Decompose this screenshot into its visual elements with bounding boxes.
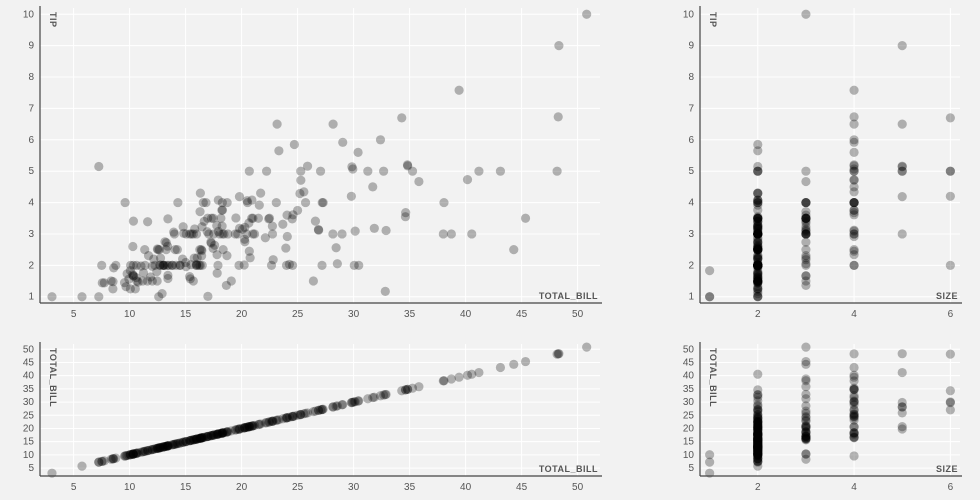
y-axis-title: TOTAL_BILL (708, 348, 718, 407)
y-tick-label: 2 (688, 260, 694, 271)
y-tick-label: 15 (683, 437, 695, 448)
y-tick-label: 9 (688, 41, 694, 52)
x-tick-label: 45 (516, 482, 528, 493)
y-tick-label: 10 (23, 9, 35, 20)
y-tick-label: 8 (688, 72, 694, 83)
y-tick-label: 25 (23, 410, 35, 421)
y-tick-label: 40 (23, 371, 35, 382)
y-tick-label: 20 (23, 423, 35, 434)
x-tick-label: 25 (292, 482, 304, 493)
y-axis-title: TOTAL_BILL (48, 348, 58, 407)
x-axis-title: SIZE (936, 291, 958, 301)
x-axis-title: TOTAL_BILL (539, 464, 598, 474)
x-tick-label: 45 (516, 309, 528, 320)
x-tick-label: 30 (348, 309, 360, 320)
y-tick-label: 50 (23, 344, 35, 355)
x-tick-label: 40 (460, 482, 472, 493)
x-tick-label: 4 (851, 482, 857, 493)
y-tick-label: 10 (23, 450, 35, 461)
y-tick-label: 7 (28, 103, 34, 114)
y-tick-label: 1 (28, 292, 34, 303)
panel-tip_vs_size: 2 4 6 1 2 3 4 5 6 7 8 9 10 SIZE TIP (660, 0, 980, 330)
x-tick-label: 40 (460, 309, 472, 320)
y-tick-label: 20 (683, 423, 695, 434)
panel-bill_vs_size: 2 4 6 5 10 15 20 25 30 35 40 45 50 SIZE TOTAL_BILL (660, 340, 980, 498)
y-tick-label: 3 (28, 229, 34, 240)
y-tick-label: 8 (28, 72, 34, 83)
y-tick-label: 30 (683, 397, 695, 408)
x-tick-label: 10 (124, 309, 136, 320)
y-tick-label: 4 (28, 198, 34, 209)
x-tick-label: 35 (404, 309, 416, 320)
y-tick-label: 2 (28, 260, 34, 271)
panel-bill_vs_bill: 5 10 15 20 25 30 35 40 45 50 5 10 15 20 25 30 35 40 45 50 TO… (0, 340, 640, 498)
x-tick-label: 15 (180, 482, 192, 493)
x-tick-label: 5 (71, 482, 77, 493)
y-tick-label: 5 (688, 166, 694, 177)
y-axis-title: TIP (708, 12, 718, 28)
x-tick-label: 20 (236, 309, 248, 320)
y-tick-label: 25 (683, 410, 695, 421)
y-tick-label: 5 (28, 463, 34, 474)
x-tick-label: 6 (948, 482, 954, 493)
y-tick-label: 10 (683, 450, 695, 461)
y-tick-label: 30 (23, 397, 35, 408)
x-tick-label: 6 (948, 309, 954, 320)
y-tick-label: 6 (688, 135, 694, 146)
y-tick-label: 35 (23, 384, 35, 395)
y-tick-label: 35 (683, 384, 695, 395)
x-tick-label: 25 (292, 309, 304, 320)
y-tick-label: 45 (23, 357, 35, 368)
y-axis-title: TIP (48, 12, 58, 28)
y-tick-label: 15 (23, 437, 35, 448)
x-tick-label: 2 (755, 309, 761, 320)
x-tick-label: 15 (180, 309, 192, 320)
y-tick-label: 4 (688, 198, 694, 209)
x-axis-title: TOTAL_BILL (539, 291, 598, 301)
y-tick-label: 6 (28, 135, 34, 146)
y-tick-label: 50 (683, 344, 695, 355)
x-tick-label: 50 (572, 482, 584, 493)
y-tick-label: 9 (28, 41, 34, 52)
y-tick-label: 1 (688, 292, 694, 303)
y-tick-label: 45 (683, 357, 695, 368)
y-tick-label: 40 (683, 371, 695, 382)
y-tick-label: 7 (688, 103, 694, 114)
x-tick-label: 5 (71, 309, 77, 320)
x-tick-label: 30 (348, 482, 360, 493)
y-tick-label: 5 (28, 166, 34, 177)
x-tick-label: 2 (755, 482, 761, 493)
y-tick-label: 5 (688, 463, 694, 474)
x-axis-title: SIZE (936, 464, 958, 474)
x-tick-label: 10 (124, 482, 136, 493)
x-tick-label: 20 (236, 482, 248, 493)
x-tick-label: 4 (851, 309, 857, 320)
x-tick-label: 35 (404, 482, 416, 493)
y-tick-label: 10 (683, 9, 695, 20)
chart-grid: 510152025303540455012345678910TOTAL_BILL… (0, 0, 980, 500)
y-tick-label: 3 (688, 229, 694, 240)
x-tick-label: 50 (572, 309, 584, 320)
panel-tip_vs_bill: 510152025303540455012345678910TOTAL_BILL… (0, 0, 640, 330)
